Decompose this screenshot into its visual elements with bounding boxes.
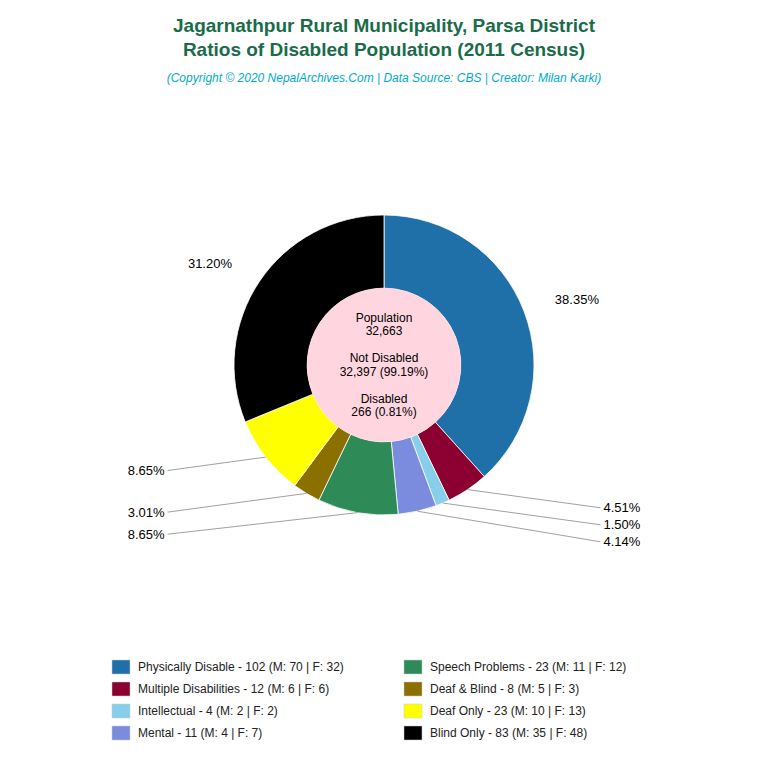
center-text: 266 (0.81%): [351, 405, 416, 419]
leader-line: [168, 457, 266, 470]
slice-labels: 38.35% 31.20% 4.51% 1.50% 4.14% 8.65% 3.01% 8.6…: [128, 256, 641, 550]
leader-line: [443, 503, 601, 525]
legend-label: Multiple Disabilities - 12 (M: 6 | F: 6): [138, 682, 329, 696]
legend-label: Intellectual - 4 (M: 2 | F: 2): [138, 704, 278, 718]
legend-label: Physically Disable - 102 (M: 70 | F: 32): [138, 660, 344, 674]
legend-swatch: [404, 726, 422, 740]
data-label: 4.14%: [603, 534, 640, 549]
title: Jagarnathpur Rural Municipality, Parsa D…: [173, 15, 596, 36]
subtitle: (Copyright © 2020 NepalArchives.Com | Da…: [167, 71, 602, 85]
legend-swatch: [112, 682, 130, 696]
data-label: 3.01%: [128, 505, 165, 520]
data-label: 1.50%: [603, 517, 640, 532]
legend-swatch: [112, 726, 130, 740]
leader-line: [168, 493, 307, 512]
legend-swatch: [112, 704, 130, 718]
data-label: 38.35%: [555, 292, 600, 307]
center-text: 32,397 (99.19%): [340, 365, 429, 379]
legend-label: Mental - 11 (M: 4 | F: 7): [138, 726, 262, 740]
legend-swatch: [404, 682, 422, 696]
leader-line: [468, 490, 601, 508]
legend-label: Deaf Only - 23 (M: 10 | F: 13): [430, 704, 586, 718]
data-label: 8.65%: [128, 527, 165, 542]
center-circle: [307, 288, 461, 442]
chart-container: Jagarnathpur Rural Municipality, Parsa D…: [0, 0, 768, 768]
data-label: 8.65%: [128, 463, 165, 478]
center-text: 32,663: [366, 324, 403, 338]
center-text: Population: [356, 311, 413, 325]
leader-line: [417, 511, 600, 542]
center-text: Disabled: [361, 392, 408, 406]
title: Ratios of Disabled Population (2011 Cens…: [183, 39, 585, 60]
leader-line: [168, 513, 358, 535]
slice: [391, 437, 436, 514]
chart: Jagarnathpur Rural Municipality, Parsa D…: [0, 0, 768, 768]
legend-label: Speech Problems - 23 (M: 11 | F: 12): [430, 660, 626, 674]
slices: [234, 215, 534, 515]
legend-label: Deaf & Blind - 8 (M: 5 | F: 3): [430, 682, 579, 696]
legend-swatch: [404, 704, 422, 718]
legend-label: Blind Only - 83 (M: 35 | F: 48): [430, 726, 587, 740]
data-label: 31.20%: [188, 256, 233, 271]
legend-swatch: [112, 660, 130, 674]
center-text: Not Disabled: [350, 351, 419, 365]
data-label: 4.51%: [603, 500, 640, 515]
legend-swatch: [404, 660, 422, 674]
legend: Physically Disable - 102 (M: 70 | F: 32)…: [112, 660, 626, 740]
background: [0, 0, 768, 768]
